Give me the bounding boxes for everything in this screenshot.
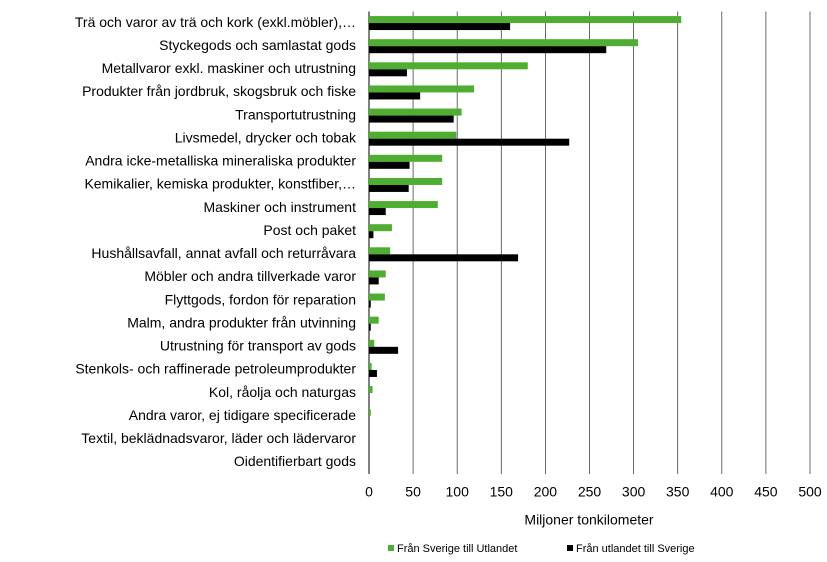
bar	[369, 362, 372, 370]
y-tick-label: Styckegods och samlastat gods	[159, 37, 356, 53]
x-axis-label: Miljoner tonkilometer	[524, 512, 653, 528]
y-tick-label: Andra icke-metalliska mineraliska produk…	[85, 153, 356, 169]
y-tick-label: Kemikalier, kemiska produkter, konstfibe…	[84, 176, 356, 192]
x-tick-label: 200	[534, 484, 558, 500]
y-tick-label: Malm, andra produkter från utvinning	[127, 314, 356, 330]
bar	[369, 409, 371, 417]
bar	[369, 23, 511, 31]
y-tick-label: Utrustning för transport av gods	[160, 338, 356, 354]
bar	[369, 115, 454, 123]
bar	[369, 323, 371, 331]
bar	[369, 92, 421, 100]
bar	[369, 62, 528, 70]
y-tick-label: Andra varor, ej tidigare specificerade	[129, 407, 356, 423]
y-tick-label: Transportutrustning	[235, 106, 356, 122]
y-tick-label: Maskiner och instrument	[203, 199, 356, 215]
bar	[369, 201, 438, 209]
bar	[369, 154, 443, 162]
bar	[369, 16, 682, 24]
y-tick-label: Möbler och andra tillverkade varor	[144, 268, 356, 284]
bar	[369, 316, 379, 324]
bar	[369, 184, 409, 192]
bar	[369, 177, 443, 185]
bar	[369, 208, 386, 216]
x-tick-label: 350	[666, 484, 690, 500]
bar	[369, 46, 607, 54]
y-tick-label: Post och paket	[263, 222, 356, 238]
y-tick-label: Trä och varor av trä och kork (exkl.möbl…	[75, 14, 356, 30]
bar	[369, 231, 374, 239]
bar	[369, 254, 519, 262]
bar	[369, 386, 373, 394]
y-tick-label: Livsmedel, drycker och tobak	[175, 129, 357, 145]
bar	[369, 300, 371, 308]
bar	[369, 293, 385, 301]
legend-label: Från utlandet till Sverige	[576, 543, 695, 555]
bar	[369, 339, 375, 347]
bar	[369, 369, 377, 377]
bar	[369, 224, 392, 232]
x-tick-label: 0	[365, 484, 373, 500]
bar	[369, 85, 474, 93]
x-tick-label: 400	[710, 484, 734, 500]
y-tick-label: Textil, beklädnadsvaror, läder och läder…	[81, 430, 356, 446]
y-tick-label: Oidentifierbart gods	[234, 453, 356, 469]
bar	[369, 247, 391, 255]
x-tick-label: 300	[622, 484, 646, 500]
bar	[369, 277, 379, 285]
y-tick-label: Flyttgods, fordon för reparation	[165, 291, 356, 307]
x-tick-label: 50	[405, 484, 421, 500]
y-tick-label: Hushållsavfall, annat avfall och returrå…	[91, 245, 356, 261]
y-tick-label: Kol, råolja och naturgas	[209, 384, 356, 400]
bar	[369, 108, 462, 116]
bar	[369, 39, 639, 47]
legend-marker	[567, 545, 573, 551]
bar	[369, 138, 570, 146]
x-tick-label: 250	[578, 484, 602, 500]
bar	[369, 270, 386, 278]
bar	[369, 69, 407, 77]
bar	[369, 131, 457, 139]
y-tick-label: Metallvaror exkl. maskiner och utrustnin…	[102, 60, 356, 76]
x-tick-label: 100	[446, 484, 470, 500]
bar	[369, 161, 410, 169]
legend-marker	[388, 545, 394, 551]
y-tick-label: Stenkols- och raffinerade petroleumprodu…	[75, 361, 356, 377]
bar	[369, 346, 399, 354]
x-tick-label: 150	[490, 484, 514, 500]
legend-label: Från Sverige till Utlandet	[397, 543, 517, 555]
x-tick-label: 450	[754, 484, 778, 500]
y-tick-label: Produkter från jordbruk, skogsbruk och f…	[82, 83, 356, 99]
x-tick-label: 500	[798, 484, 822, 500]
